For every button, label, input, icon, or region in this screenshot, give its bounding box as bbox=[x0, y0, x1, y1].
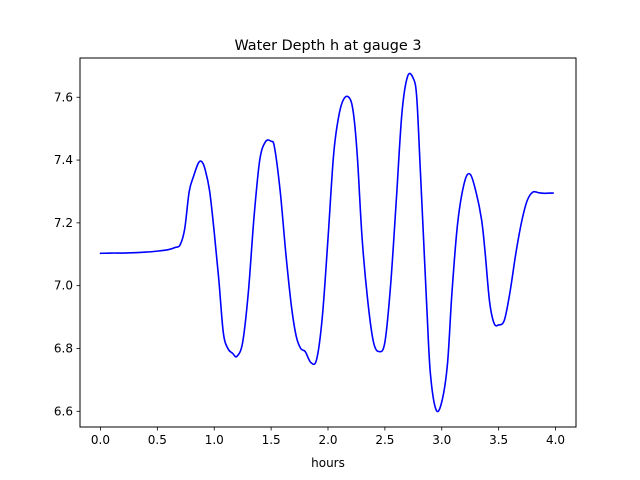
y-tick-label: 7.6 bbox=[54, 90, 73, 104]
x-tick-label: 2.0 bbox=[318, 433, 337, 447]
x-axis-ticks: 0.0 0.5 1.0 1.5 2.0 2.5 3.0 3.5 4.0 bbox=[91, 427, 565, 447]
x-tick-label: 3.5 bbox=[489, 433, 508, 447]
y-tick-label: 7.4 bbox=[54, 153, 73, 167]
plot-area bbox=[79, 57, 577, 428]
x-tick-label: 4.0 bbox=[546, 433, 565, 447]
y-tick-label: 7.2 bbox=[54, 216, 73, 230]
y-axis-ticks: 6.6 6.8 7.0 7.2 7.4 7.6 bbox=[54, 90, 80, 418]
series-line-0 bbox=[99, 72, 555, 413]
x-tick-label: 0.0 bbox=[91, 433, 110, 447]
x-tick-label: 3.0 bbox=[432, 433, 451, 447]
x-tick-label: 1.0 bbox=[205, 433, 224, 447]
x-tick-label: 1.5 bbox=[262, 433, 281, 447]
x-tick-label: 0.5 bbox=[148, 433, 167, 447]
y-tick-label: 6.8 bbox=[54, 341, 73, 355]
y-tick-label: 6.6 bbox=[54, 404, 73, 418]
chart-title: Water Depth h at gauge 3 bbox=[234, 38, 421, 54]
x-tick-label: 2.5 bbox=[375, 433, 394, 447]
y-tick-label: 7.0 bbox=[54, 279, 73, 293]
x-axis-label: hours bbox=[311, 456, 345, 470]
